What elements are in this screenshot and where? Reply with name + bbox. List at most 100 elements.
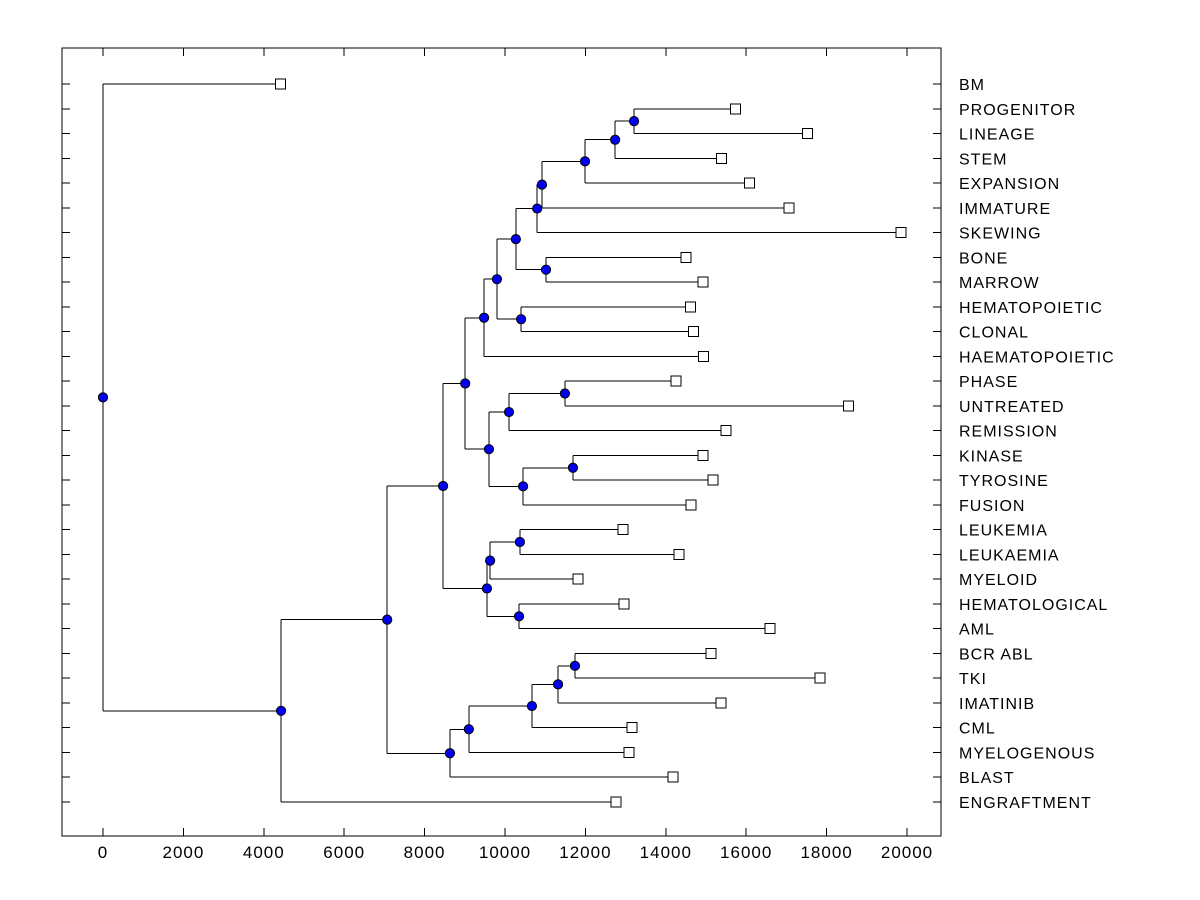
leaf-marker	[626, 722, 638, 734]
leaf-label: PROGENITOR	[959, 102, 1076, 119]
branch-node-marker	[567, 462, 579, 473]
branch-node-marker	[460, 378, 471, 389]
branch-node-marker	[503, 406, 515, 418]
leaf-marker	[667, 771, 679, 783]
leaf-marker	[685, 301, 697, 313]
branch-node-marker	[382, 614, 393, 625]
x-tick-label: 4000	[243, 843, 285, 862]
x-tick-label: 14000	[640, 843, 692, 862]
axes-box	[61, 47, 942, 837]
x-tick-label: 20000	[881, 843, 933, 862]
leaf-marker	[617, 524, 629, 536]
leaf-label: LEUKAEMIA	[959, 547, 1060, 564]
leaf-label: KINASE	[959, 448, 1024, 465]
leaf-label: AML	[959, 622, 995, 639]
branch-node-marker	[510, 234, 521, 245]
branch-node-marker	[536, 179, 548, 190]
leaf-label: SKEWING	[959, 226, 1042, 243]
leaf-marker	[275, 78, 287, 90]
branch-node-marker	[463, 724, 474, 735]
branch-node-marker	[532, 203, 543, 214]
leaf-label: ENGRAFTMENT	[959, 795, 1092, 812]
leaf-marker	[716, 152, 728, 164]
leaf-marker	[764, 623, 776, 635]
branch-node-marker	[628, 116, 640, 127]
leaf-label: REMISSION	[959, 424, 1058, 441]
branch-node-marker	[481, 583, 493, 594]
branch-node-marker	[275, 705, 287, 716]
leaf-marker	[814, 672, 826, 684]
leaf-marker	[729, 103, 741, 115]
branch-node-marker	[552, 679, 564, 690]
leaf-label: HEMATOLOGICAL	[959, 597, 1108, 614]
leaf-label: FUSION	[959, 498, 1025, 515]
leaf-marker	[610, 796, 622, 808]
x-tick-label: 0	[98, 843, 108, 862]
branch-node-marker	[437, 480, 449, 492]
leaf-marker	[698, 350, 710, 362]
leaf-marker	[707, 474, 719, 486]
leaf-label: HAEMATOPOIETIC	[959, 349, 1115, 366]
branch-node-marker	[513, 611, 525, 622]
leaf-label: HEMATOPOIETIC	[959, 300, 1103, 317]
leaf-label: MYELOGENOUS	[959, 745, 1095, 762]
leaf-marker	[720, 425, 732, 437]
branch-node-marker	[444, 748, 456, 759]
leaf-label: CLONAL	[959, 325, 1029, 342]
branch-node-marker	[478, 312, 490, 323]
x-tick-label: 16000	[720, 843, 772, 862]
leaf-marker	[572, 573, 584, 585]
leaf-label: TKI	[959, 671, 987, 688]
leaf-label: STEM	[959, 151, 1007, 168]
leaf-marker	[783, 202, 795, 214]
leaf-label: MYELOID	[959, 572, 1038, 589]
leaf-marker	[743, 177, 755, 189]
branch-node-marker	[97, 392, 109, 403]
branch-node-marker	[579, 156, 591, 167]
x-tick-label: 10000	[479, 843, 531, 862]
branch-node-marker	[515, 314, 527, 325]
leaf-label: PHASE	[959, 374, 1018, 391]
leaf-marker	[673, 548, 685, 560]
branch-node-marker	[526, 700, 538, 712]
branch-node-marker	[491, 274, 503, 285]
leaf-marker	[895, 227, 907, 239]
leaf-label: BM	[959, 77, 985, 94]
leaf-marker	[618, 598, 630, 610]
leaf-label: EXPANSION	[959, 176, 1060, 193]
leaf-label: UNTREATED	[959, 399, 1065, 416]
leaf-label: IMATINIB	[959, 696, 1035, 713]
branch-node-marker	[559, 388, 570, 399]
leaf-marker	[685, 499, 697, 511]
branch-node-marker	[569, 660, 581, 671]
leaf-marker	[842, 400, 854, 412]
leaf-label: LINEAGE	[959, 127, 1035, 144]
leaf-marker	[623, 746, 635, 758]
x-tick-label: 8000	[404, 843, 446, 862]
x-tick-label: 12000	[559, 843, 611, 862]
leaf-label: LEUKEMIA	[959, 523, 1048, 540]
leaf-marker	[697, 276, 709, 288]
leaf-marker	[670, 375, 682, 387]
branch-node-marker	[483, 444, 495, 455]
branch-node-marker	[540, 264, 552, 275]
leaf-marker	[802, 128, 814, 140]
leaf-label: BLAST	[959, 770, 1015, 787]
leaf-label: BONE	[959, 250, 1008, 267]
leaf-marker	[680, 251, 692, 263]
branch-node-marker	[514, 536, 525, 548]
x-tick-label: 2000	[162, 843, 204, 862]
branch-node-marker	[517, 481, 529, 492]
leaf-label: BCR ABL	[959, 646, 1034, 663]
branch-node-marker	[485, 555, 496, 566]
leaf-label: MARROW	[959, 275, 1040, 292]
branch-node-marker	[610, 134, 621, 145]
leaf-marker	[705, 647, 717, 659]
leaf-label: TYROSINE	[959, 473, 1049, 490]
leaf-marker	[688, 326, 700, 338]
x-tick-label: 18000	[800, 843, 852, 862]
leaf-marker	[715, 697, 727, 709]
